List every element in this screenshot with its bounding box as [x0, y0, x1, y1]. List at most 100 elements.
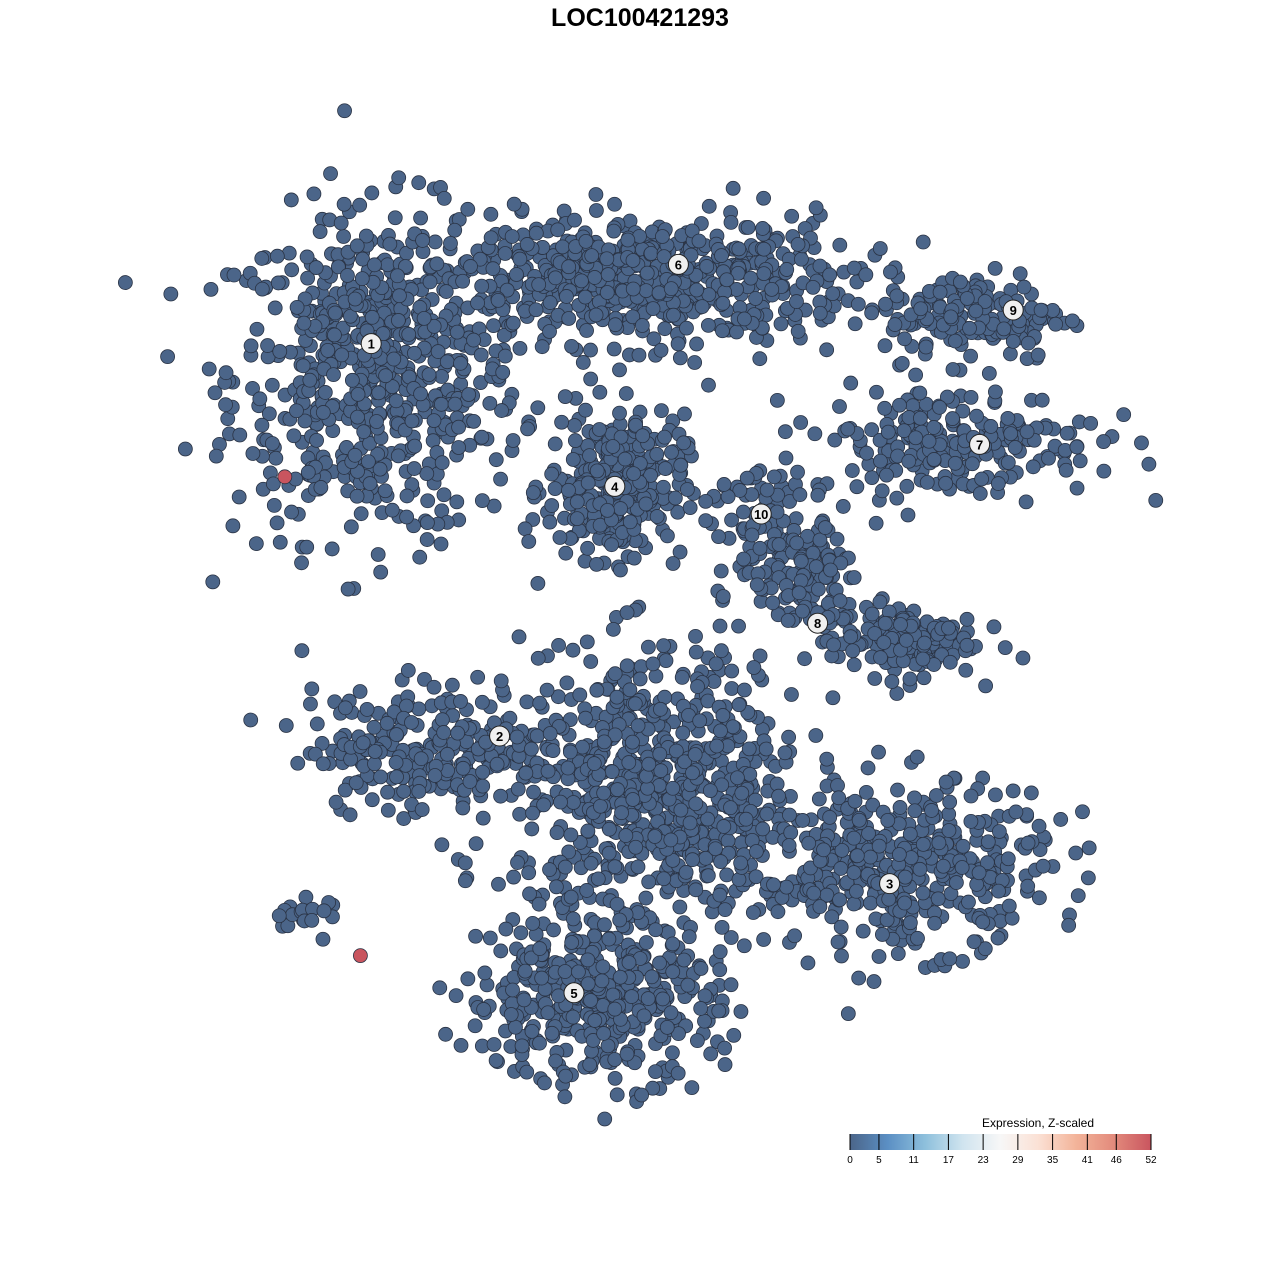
svg-text:6: 6: [675, 257, 682, 272]
cell-point: [388, 393, 404, 409]
cell-point: [638, 935, 654, 950]
cell-point: [597, 917, 612, 933]
cell-point: [915, 836, 931, 852]
cell-point: [892, 800, 908, 815]
cell-point: [356, 424, 372, 440]
cell-point: [286, 428, 302, 444]
cell-point: [832, 399, 847, 414]
cell-point: [261, 406, 277, 422]
cell-point: [850, 296, 866, 312]
cluster-label-2: 2: [489, 725, 511, 747]
cell-point: [625, 281, 641, 297]
cell-point: [907, 790, 922, 806]
cell-point: [871, 949, 887, 964]
cell-point: [638, 890, 654, 906]
cell-point: [566, 795, 581, 810]
cell-point: [312, 224, 328, 239]
cell-point: [328, 794, 344, 810]
cell-point: [805, 279, 821, 295]
cell-point: [302, 372, 318, 388]
cell-point: [600, 267, 616, 282]
cell-point: [724, 512, 739, 528]
cell-point: [582, 1057, 598, 1073]
cell-point: [524, 821, 540, 837]
cell-point: [563, 827, 579, 843]
cell-point: [844, 463, 860, 478]
cell-point: [919, 474, 935, 490]
cell-point: [752, 351, 768, 367]
cell-point: [320, 343, 336, 358]
cell-point: [289, 403, 304, 419]
cell-point: [249, 321, 265, 337]
cell-point: [207, 385, 223, 401]
cell-point: [583, 342, 598, 358]
cell-point: [778, 450, 794, 466]
cell-point: [913, 301, 929, 317]
cell-point: [1061, 917, 1077, 933]
cell-point: [883, 264, 898, 280]
cell-point: [289, 299, 305, 315]
cell-point: [547, 481, 563, 497]
cell-point: [512, 340, 528, 356]
cell-point: [493, 673, 509, 689]
cell-point: [266, 497, 282, 513]
cell-point: [243, 712, 259, 728]
cell-point: [1016, 279, 1032, 295]
cell-point: [208, 448, 224, 464]
cell-point: [379, 715, 395, 731]
cell-point: [506, 869, 521, 885]
cell-point: [205, 574, 221, 590]
cell-point: [897, 331, 912, 347]
cell-point: [532, 695, 548, 711]
cell-point: [436, 191, 452, 206]
cell-point: [470, 295, 485, 311]
cell-point: [655, 229, 670, 244]
cell-point: [203, 281, 219, 297]
cell-point: [434, 837, 450, 853]
cell-point: [350, 409, 365, 425]
cell-point: [578, 710, 593, 726]
legend-tick-label: 35: [1047, 1155, 1059, 1166]
cell-point: [793, 553, 809, 569]
cell-point: [812, 532, 828, 548]
cell-point: [378, 368, 394, 384]
cell-point: [793, 415, 809, 430]
cell-point: [517, 521, 533, 537]
cell-point: [1020, 878, 1036, 894]
cell-point: [665, 556, 681, 571]
cell-point: [265, 476, 281, 492]
cell-point: [571, 964, 586, 980]
cell-point: [475, 810, 491, 826]
cell-point: [380, 802, 396, 818]
legend-tick-label: 46: [1111, 1155, 1123, 1166]
cell-point: [873, 453, 888, 469]
cell-point: [648, 1064, 663, 1080]
cell-point: [406, 461, 422, 476]
cell-point: [583, 371, 599, 387]
cell-point: [638, 283, 654, 298]
cell-point: [942, 794, 958, 810]
cell-point: [306, 186, 322, 202]
cell-point: [557, 1089, 573, 1105]
cell-point: [713, 643, 729, 659]
cell-point: [525, 915, 541, 931]
cell-point: [599, 251, 615, 267]
cell-point: [340, 581, 356, 597]
cell-point: [547, 436, 563, 452]
cell-point: [252, 391, 268, 407]
cell-point: [411, 175, 427, 191]
cell-point: [367, 756, 382, 772]
cell-point: [773, 316, 789, 332]
cell-point: [443, 235, 458, 251]
cell-point: [816, 842, 831, 858]
cell-point: [1080, 870, 1096, 886]
cell-point: [545, 743, 561, 759]
cell-point: [509, 729, 525, 745]
cell-point: [583, 654, 599, 669]
cell-point: [606, 223, 622, 239]
cell-point: [557, 859, 573, 875]
cell-point: [399, 509, 415, 525]
cell-point: [782, 807, 797, 823]
cell-point: [800, 955, 816, 971]
cell-point: [1023, 785, 1039, 801]
